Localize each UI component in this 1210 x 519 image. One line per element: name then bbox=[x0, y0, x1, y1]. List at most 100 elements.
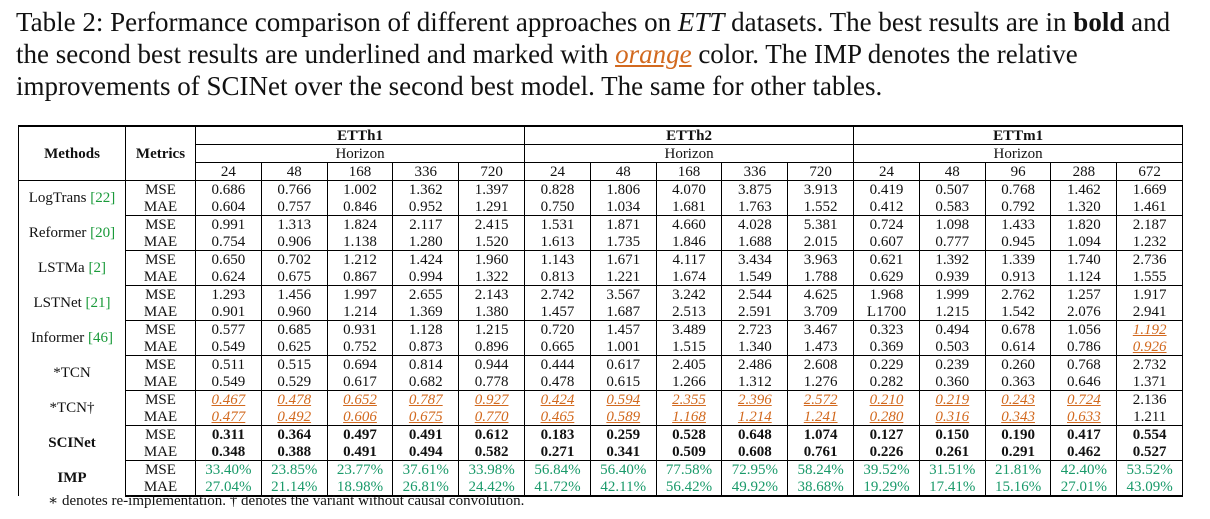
value-cell: 3.875 bbox=[721, 180, 789, 198]
value-cell: 1.968 bbox=[853, 285, 920, 303]
value-cell: 1.687 bbox=[589, 303, 657, 321]
value-cell: 0.633 bbox=[1050, 408, 1118, 426]
value-cell: 0.768 bbox=[984, 180, 1052, 198]
value-cell: 1.232 bbox=[1116, 233, 1184, 251]
value-cell: 56.40% bbox=[589, 460, 657, 478]
value-cell: 2.187 bbox=[1116, 215, 1184, 233]
value-cell: 0.752 bbox=[326, 338, 394, 356]
value-cell: 2.117 bbox=[392, 215, 460, 233]
value-cell: 1.214 bbox=[326, 303, 394, 321]
method-cell: *TCN bbox=[18, 355, 126, 391]
value-cell: 0.694 bbox=[326, 355, 394, 373]
value-cell: 2.736 bbox=[1116, 250, 1184, 268]
method-cell: Informer [46] bbox=[18, 320, 126, 356]
value-cell: 0.243 bbox=[984, 390, 1052, 408]
value-cell: 0.583 bbox=[918, 198, 986, 216]
value-cell: 1.074 bbox=[787, 425, 855, 443]
value-cell: 1.552 bbox=[787, 198, 855, 216]
value-cell: 1.215 bbox=[458, 320, 526, 338]
value-cell: 2.015 bbox=[787, 233, 855, 251]
value-cell: 1.462 bbox=[1050, 180, 1118, 198]
value-cell: 1.671 bbox=[589, 250, 657, 268]
value-cell: 24.42% bbox=[458, 478, 526, 497]
value-cell: 0.952 bbox=[392, 198, 460, 216]
metric-name: MAE bbox=[125, 443, 196, 461]
value-cell: 0.913 bbox=[984, 268, 1052, 286]
value-cell: 0.939 bbox=[918, 268, 986, 286]
value-cell: 0.210 bbox=[853, 390, 920, 408]
value-cell: 26.81% bbox=[392, 478, 460, 497]
value-cell: 0.867 bbox=[326, 268, 394, 286]
horizon-value: 720 bbox=[787, 162, 855, 181]
value-cell: 0.629 bbox=[853, 268, 920, 286]
value-cell: 1.293 bbox=[195, 285, 262, 303]
value-cell: 3.913 bbox=[787, 180, 855, 198]
dataset-name: ETTh1 bbox=[194, 125, 526, 145]
value-cell: 1.461 bbox=[1116, 198, 1184, 216]
value-cell: 27.01% bbox=[1050, 478, 1118, 497]
value-cell: 1.999 bbox=[918, 285, 986, 303]
metric-name: MAE bbox=[125, 198, 196, 216]
value-cell: 0.607 bbox=[853, 233, 920, 251]
data-row: SCINet MSE 0.311 0.364 0.497 0.491 0.612 0.183 0… bbox=[18, 425, 1184, 461]
value-cell: 1.002 bbox=[326, 180, 394, 198]
value-cell: 1.674 bbox=[655, 268, 723, 286]
method-ref: [21] bbox=[85, 295, 111, 311]
value-cell: 1.473 bbox=[787, 338, 855, 356]
value-cell: 0.291 bbox=[984, 443, 1052, 461]
value-cell: 1.371 bbox=[1116, 373, 1184, 391]
value-cell: 38.68% bbox=[787, 478, 855, 497]
value-cell: 0.529 bbox=[260, 373, 328, 391]
value-cell: 1.871 bbox=[589, 215, 657, 233]
value-cell: 0.190 bbox=[984, 425, 1052, 443]
value-cell: 1.369 bbox=[392, 303, 460, 321]
value-cell: 0.650 bbox=[195, 250, 262, 268]
value-cell: 0.614 bbox=[984, 338, 1052, 356]
value-cell: 2.405 bbox=[655, 355, 723, 373]
data-row: LSTNet [21] MSE 1.293 1.456 1.997 2.655 2.143 2… bbox=[18, 285, 1184, 321]
header-cell: Metrics bbox=[125, 125, 196, 181]
value-cell: 3.963 bbox=[787, 250, 855, 268]
value-cell: 3.709 bbox=[787, 303, 855, 321]
value-cell: 0.757 bbox=[260, 198, 328, 216]
value-cell: 0.465 bbox=[524, 408, 591, 426]
value-cell: 0.589 bbox=[589, 408, 657, 426]
value-cell: 1.276 bbox=[787, 373, 855, 391]
metric-name: MSE bbox=[125, 250, 196, 268]
value-cell: 0.503 bbox=[918, 338, 986, 356]
value-cell: 4.028 bbox=[721, 215, 789, 233]
horizon-value: 336 bbox=[721, 162, 789, 181]
value-cell: 0.754 bbox=[195, 233, 262, 251]
value-cell: 0.494 bbox=[392, 443, 460, 461]
value-cell: 1.128 bbox=[392, 320, 460, 338]
value-cell: 0.219 bbox=[918, 390, 986, 408]
value-cell: 0.621 bbox=[853, 250, 920, 268]
horizon-value: 720 bbox=[458, 162, 526, 181]
value-cell: 21.14% bbox=[260, 478, 328, 497]
value-cell: 1.313 bbox=[260, 215, 328, 233]
value-cell: 39.52% bbox=[853, 460, 920, 478]
caption-text: datasets. The best results are in bbox=[724, 7, 1074, 37]
value-cell: 1.214 bbox=[721, 408, 789, 426]
data-row: MAE 0.549 0.529 0.617 0.682 0.778 0.478 0.615 1.… bbox=[19, 373, 1184, 391]
value-cell: 0.412 bbox=[853, 198, 920, 216]
value-cell: 0.594 bbox=[589, 390, 657, 408]
method-cell: SCINet bbox=[18, 425, 126, 461]
data-row: MAE 27.04% 21.14% 18.98% 26.81% 24.42% 41.72% 4… bbox=[19, 478, 1184, 497]
value-cell: 1.433 bbox=[984, 215, 1052, 233]
horizon-value: 672 bbox=[1116, 162, 1184, 181]
value-cell: 0.617 bbox=[589, 355, 657, 373]
value-cell: 1.168 bbox=[655, 408, 723, 426]
value-cell: 42.40% bbox=[1050, 460, 1118, 478]
value-cell: 1.824 bbox=[326, 215, 394, 233]
value-cell: 0.259 bbox=[589, 425, 657, 443]
value-cell: 0.624 bbox=[195, 268, 262, 286]
value-cell: 2.941 bbox=[1116, 303, 1184, 321]
value-cell: 0.678 bbox=[984, 320, 1052, 338]
value-cell: 1.339 bbox=[984, 250, 1052, 268]
method-cell: LSTMa [2] bbox=[18, 250, 126, 286]
value-cell: 0.926 bbox=[1116, 338, 1184, 356]
value-cell: 1.806 bbox=[589, 180, 657, 198]
value-cell: 1.143 bbox=[524, 250, 591, 268]
value-cell: 0.509 bbox=[655, 443, 723, 461]
